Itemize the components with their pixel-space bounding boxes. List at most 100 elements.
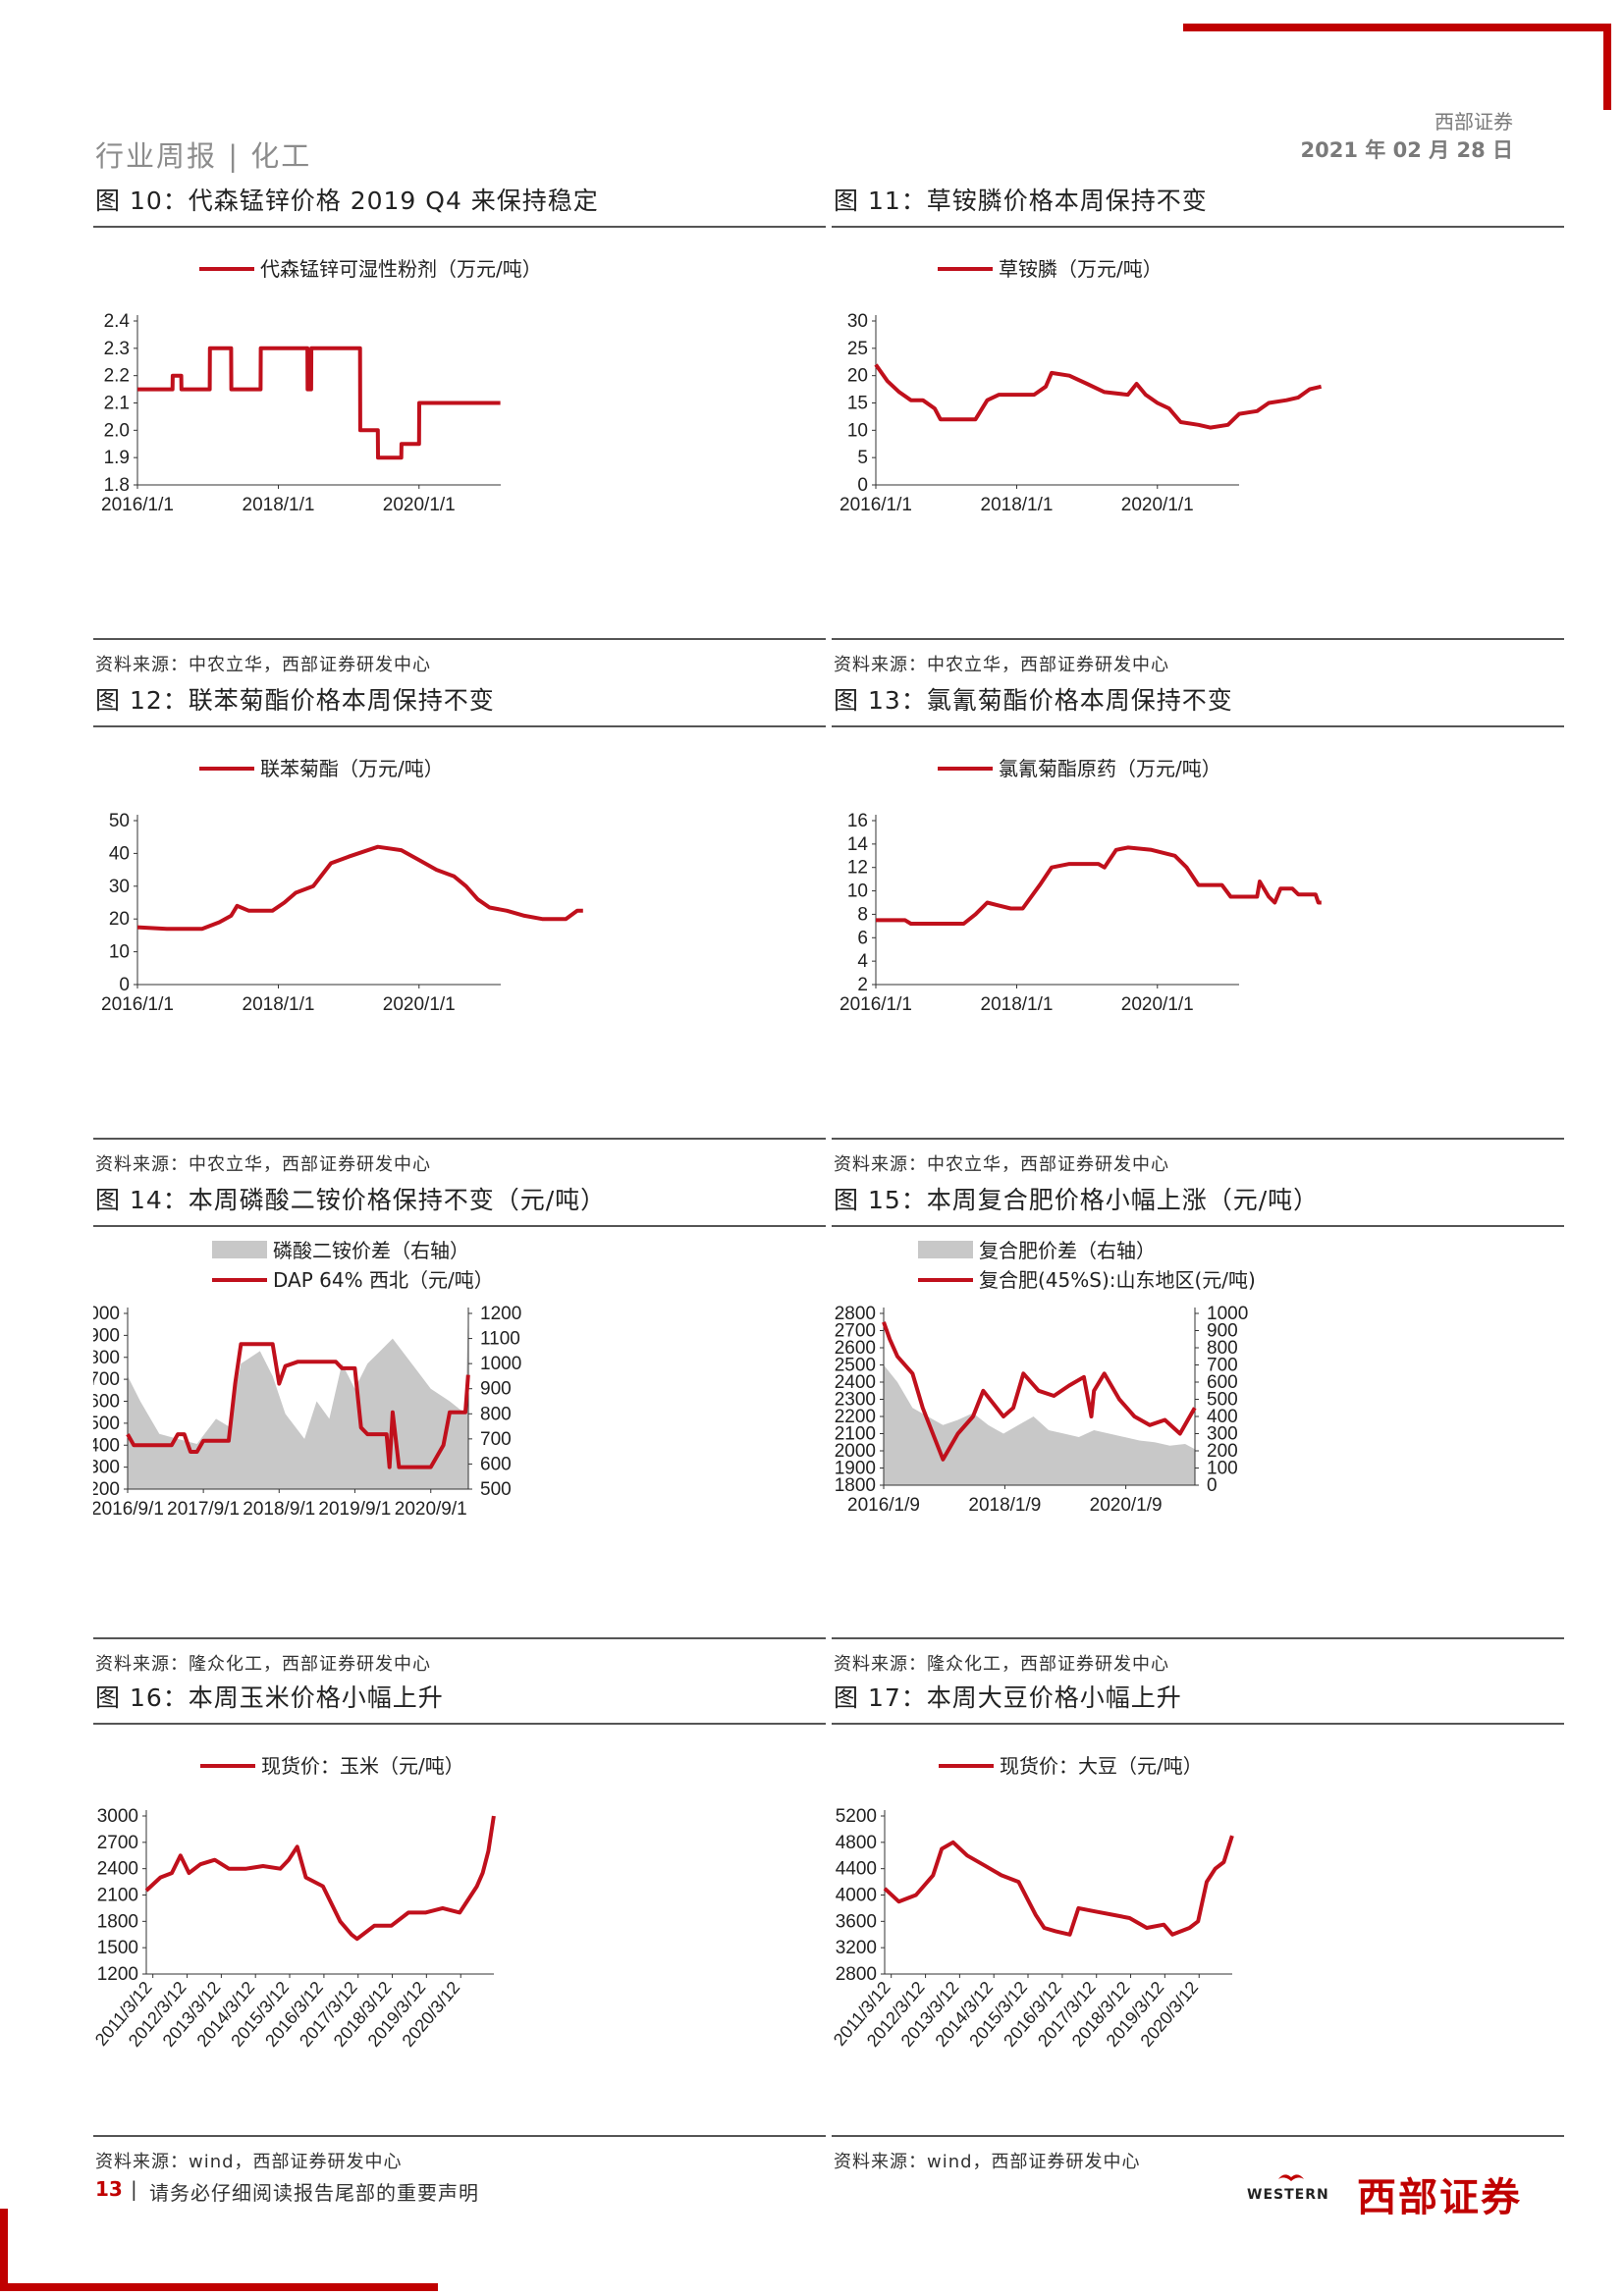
y-tick-label: 2700 — [93, 1369, 120, 1390]
chart-source: 资料来源：wind，西部证券研发中心 — [834, 2152, 1141, 2172]
y-tick-label: 6 — [857, 928, 868, 948]
y-tick-label: 2.2 — [104, 366, 130, 387]
y-tick-label: 2800 — [835, 1304, 876, 1324]
chart-panel-11: 图 11：草铵膦价格本周保持不变 0 5 10 15 20 25 30 2016/1/1 201… — [832, 182, 1564, 682]
chart-panel-16: 图 16：本周玉米价格小幅上升 1200 1500 1800 2100 2400 2700… — [93, 1679, 826, 2179]
y2-tick-label: 900 — [1207, 1321, 1238, 1342]
y-tick-label: 30 — [109, 877, 130, 897]
y-tick-label: 2600 — [835, 1338, 876, 1359]
divider — [832, 638, 1564, 640]
chart-panel-12: 图 12：联苯菊酯价格本周保持不变 0 10 20 30 40 50 2016/1/1 201… — [93, 681, 826, 1182]
y-tick-label: 2.3 — [104, 339, 130, 359]
y-tick-label: 2200 — [835, 1407, 876, 1427]
y-tick-label: 2000 — [835, 1441, 876, 1462]
y-tick-label: 2400 — [97, 1859, 138, 1880]
page-number: 13 — [95, 2177, 123, 2201]
divider — [93, 226, 826, 228]
legend-label-line: DAP 64% 西北（元/吨） — [273, 1268, 494, 1292]
legend-swatch-area — [212, 1241, 267, 1258]
legend-swatch-area — [918, 1241, 973, 1258]
top-red-bar-vertical — [1603, 24, 1611, 110]
y2-tick-label: 300 — [1207, 1424, 1238, 1445]
y-tick-label: 50 — [109, 811, 130, 831]
chart-14-svg: 220023002400250026002700280029003000 500 6… — [93, 1239, 521, 1520]
line-series-0 — [874, 363, 1323, 430]
chart-title: 图 12：联苯菊酯价格本周保持不变 — [95, 686, 495, 715]
y2-tick-label: 1000 — [480, 1354, 521, 1374]
chart-panel-17: 图 17：本周大豆价格小幅上升 2800 3200 3600 4000 4400 4800… — [832, 1679, 1564, 2179]
legend-label: 代森锰锌可湿性粉剂（万元/吨） — [260, 257, 542, 281]
y-tick-label: 1800 — [97, 1911, 138, 1932]
footer-disclaimer: 请务必仔细阅读报告尾部的重要声明 — [149, 2181, 479, 2205]
chart-panel-10: 图 10：代森锰锌价格 2019 Q4 来保持稳定 1.8 1.9 2.0 2.1 2.… — [93, 182, 826, 682]
y-tick-label: 15 — [847, 394, 868, 414]
y-tick-label: 2800 — [93, 1348, 120, 1368]
divider — [93, 1138, 826, 1140]
line-series-0 — [144, 1815, 496, 1942]
y2-tick-label: 700 — [1207, 1356, 1238, 1376]
y-tick-label: 3000 — [97, 1806, 138, 1827]
y2-tick-label: 400 — [1207, 1407, 1238, 1427]
line-series-0 — [137, 346, 501, 460]
y-tick-label: 1500 — [97, 1938, 138, 1958]
y-tick-label: 30 — [847, 311, 868, 332]
legend-label: 联苯菊酯（万元/吨） — [260, 757, 444, 780]
legend-label-area: 磷酸二铵价差（右轴） — [273, 1239, 469, 1262]
x-tick-label: 2018/1/9 — [968, 1495, 1041, 1516]
line-series-0 — [883, 1835, 1234, 1937]
y-tick-label: 2700 — [835, 1321, 876, 1342]
y-tick-label: 10 — [847, 881, 868, 902]
x-tick-label: 2020/1/9 — [1090, 1495, 1163, 1516]
y-tick-label: 10 — [109, 942, 130, 963]
y2-tick-label: 100 — [1207, 1459, 1238, 1479]
chart-16-svg: 12001500180021002400270030002011/3/12201… — [93, 1754, 496, 2051]
y-tick-label: 2600 — [93, 1392, 120, 1413]
y2-tick-label: 700 — [480, 1429, 512, 1450]
y-tick-label: 2900 — [93, 1325, 120, 1346]
y-tick-label: 2400 — [835, 1372, 876, 1393]
y-tick-label: 2.0 — [104, 420, 130, 441]
y-tick-label: 2800 — [836, 1964, 877, 1985]
y-tick-label: 14 — [847, 834, 869, 855]
y-tick-label: 20 — [847, 366, 868, 387]
x-tick-label: 2018/1/1 — [243, 994, 315, 1015]
chart-source: 资料来源：隆众化工，西部证券研发中心 — [95, 1654, 431, 1675]
legend-label: 草铵膦（万元/吨） — [999, 257, 1163, 281]
chart-title: 图 13：氯氰菊酯价格本周保持不变 — [834, 686, 1233, 715]
area-series-1 — [128, 1313, 468, 1489]
divider — [93, 725, 826, 727]
divider — [93, 638, 826, 640]
legend-label: 现货价：玉米（元/吨） — [261, 1754, 464, 1778]
y-tick-label: 12 — [847, 858, 868, 879]
legend-label-area: 复合肥价差（右轴） — [979, 1239, 1156, 1262]
divider — [93, 1723, 826, 1725]
y2-tick-label: 900 — [480, 1379, 512, 1400]
y-tick-label: 0 — [119, 975, 130, 995]
area-series-1 — [884, 1364, 1195, 1485]
company-name: 西部证券 — [1435, 110, 1513, 133]
y-tick-label: 16 — [847, 811, 868, 831]
x-tick-label: 2019/9/1 — [318, 1499, 391, 1520]
y-tick-label: 2500 — [835, 1356, 876, 1376]
divider — [832, 226, 1564, 228]
logo-wordmark-en: WESTERN — [1247, 2187, 1329, 2203]
divider — [832, 1637, 1564, 1639]
chart-title: 图 10：代森锰锌价格 2019 Q4 来保持稳定 — [95, 187, 599, 215]
bottom-red-bar — [0, 2283, 438, 2291]
y2-tick-label: 800 — [1207, 1338, 1238, 1359]
y-tick-label: 3600 — [836, 1911, 877, 1932]
x-tick-label: 2020/1/1 — [383, 495, 456, 515]
bull-logo-icon — [1278, 2174, 1304, 2181]
x-tick-label: 2018/1/1 — [243, 495, 315, 515]
chart-10-svg: 1.8 1.9 2.0 2.1 2.2 2.3 2.4 2016/1/1 2018/1/1 202… — [101, 257, 542, 515]
y2-tick-label: 1100 — [480, 1329, 520, 1350]
chart-12-svg: 0 10 20 30 40 50 2016/1/1 2018/1/1 2020/1/1 联苯菊酯（… — [101, 757, 583, 1015]
chart-panel-14: 图 14：本周磷酸二铵价格保持不变（元/吨） 22002300240025002… — [93, 1181, 826, 1682]
x-tick-label: 2016/1/1 — [101, 495, 174, 515]
chart-source: 资料来源：中农立华，西部证券研发中心 — [834, 655, 1169, 675]
y-tick-label: 40 — [109, 843, 130, 864]
line-series-0 — [136, 844, 583, 932]
x-tick-label: 2020/1/1 — [383, 994, 456, 1015]
chart-15-svg: 1800190020002100220023002400250026002700… — [835, 1239, 1256, 1516]
bottom-red-bar-vertical — [0, 2209, 8, 2291]
